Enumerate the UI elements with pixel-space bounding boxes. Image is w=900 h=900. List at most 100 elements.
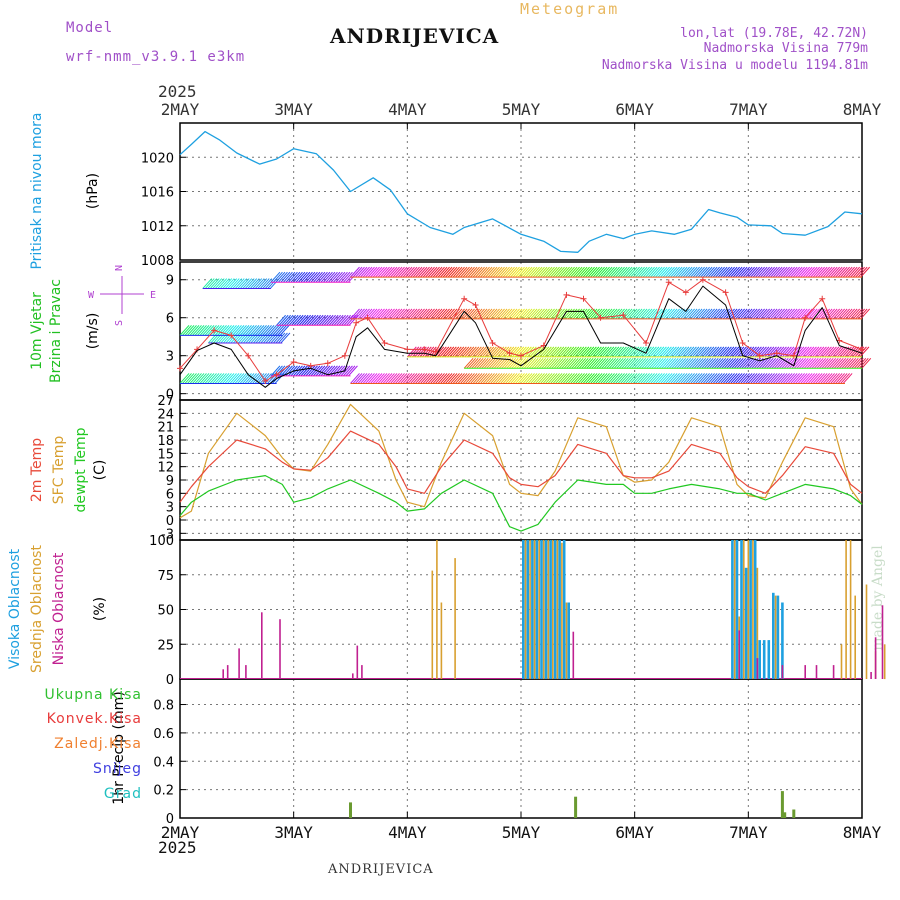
cloud-high-bar bbox=[544, 540, 548, 679]
wind-barb bbox=[660, 266, 670, 278]
wind-barb bbox=[708, 357, 719, 369]
wind-barb bbox=[466, 346, 477, 358]
wind-barb bbox=[627, 308, 638, 320]
wind-barb bbox=[270, 271, 281, 283]
page-title: ANDRIJEVICA bbox=[330, 24, 500, 48]
wind-barb bbox=[715, 308, 725, 320]
wind-barb bbox=[818, 357, 829, 369]
year-bottom: 2025 bbox=[158, 838, 197, 857]
wind-barb bbox=[189, 325, 200, 336]
wind-barb bbox=[736, 357, 747, 369]
x-tick-label-bottom: 5MAY bbox=[502, 823, 541, 842]
wind-barb bbox=[692, 308, 703, 320]
wind-barb bbox=[836, 357, 847, 369]
wind-barb bbox=[685, 266, 695, 278]
wind-barb bbox=[194, 373, 205, 384]
wind-barb bbox=[739, 346, 750, 358]
wind-barb bbox=[679, 346, 690, 358]
wind-barb bbox=[840, 373, 851, 384]
wind-barb bbox=[385, 373, 395, 384]
cloud-high-label: Visoka Oblacnost bbox=[7, 548, 23, 669]
wind-barb bbox=[664, 346, 675, 358]
wind-barb bbox=[612, 308, 623, 320]
wind-barb bbox=[497, 266, 508, 278]
wind-barb bbox=[773, 357, 784, 369]
wind-barb bbox=[752, 346, 762, 358]
wind-barb bbox=[735, 308, 745, 320]
wind-barb bbox=[821, 357, 832, 369]
pressure-unit-label: (hPa) bbox=[85, 173, 101, 209]
wind-barb bbox=[665, 266, 675, 278]
wind-barb bbox=[239, 278, 250, 289]
wind-barb bbox=[411, 346, 422, 358]
wind-barb bbox=[716, 357, 727, 369]
wind-barb bbox=[786, 357, 797, 369]
wind-barb bbox=[622, 266, 633, 278]
wind-barb bbox=[262, 278, 273, 289]
wind-barb bbox=[463, 357, 474, 369]
wind-barb bbox=[328, 271, 338, 283]
wind-barb bbox=[400, 266, 410, 278]
wind-barb bbox=[194, 325, 205, 336]
wind-barb bbox=[617, 266, 628, 278]
wind-barb bbox=[382, 373, 393, 384]
wind-barb bbox=[647, 266, 658, 278]
wind-barb bbox=[298, 365, 308, 377]
wind-barb bbox=[536, 346, 547, 358]
x-tick-label-top: 4MAY bbox=[388, 100, 427, 119]
cloud-low-bar bbox=[738, 630, 740, 679]
wind-barb bbox=[390, 373, 400, 384]
wind-barb bbox=[615, 266, 625, 278]
wind-barb bbox=[799, 346, 810, 358]
wind-barb bbox=[700, 373, 710, 384]
wind-barb bbox=[692, 346, 702, 358]
wind-barb bbox=[655, 373, 665, 384]
wind-barb bbox=[400, 308, 410, 320]
cloud-mid-bar bbox=[883, 644, 886, 680]
cloud-mid-bar bbox=[440, 602, 443, 679]
wind-gust-marker bbox=[211, 327, 218, 334]
wind-barb bbox=[257, 325, 267, 336]
wind-barb bbox=[491, 357, 502, 369]
wind-barb bbox=[362, 308, 373, 320]
cloud-mid-bar bbox=[849, 540, 852, 679]
cloud-mid-bar bbox=[547, 540, 550, 679]
dewpt-line bbox=[179, 475, 863, 532]
pressure-label: Pritisak na nivou mora bbox=[29, 112, 45, 269]
wind-barb bbox=[838, 357, 849, 369]
wind-barb bbox=[515, 373, 525, 384]
wind-barb bbox=[464, 346, 475, 358]
wind-barb bbox=[832, 373, 843, 384]
wind-barb bbox=[744, 346, 755, 358]
wind-barb bbox=[764, 346, 775, 358]
cloud-mid-bar bbox=[524, 540, 527, 679]
wind-barb bbox=[595, 308, 605, 320]
wind-barb bbox=[782, 266, 793, 278]
wind-barb bbox=[437, 266, 448, 278]
wind-barb bbox=[835, 266, 846, 278]
wind-barb bbox=[575, 266, 585, 278]
wind-barb bbox=[589, 346, 600, 358]
wind-barb bbox=[762, 373, 773, 384]
wind-barb bbox=[485, 373, 495, 384]
temp-unit-label: (C) bbox=[92, 460, 108, 481]
wind-barb bbox=[698, 357, 709, 369]
wind-gust-marker bbox=[819, 295, 826, 302]
wind-barb bbox=[490, 373, 500, 384]
wind-barb bbox=[585, 266, 595, 278]
wind-barb bbox=[252, 373, 262, 384]
wind-barb bbox=[535, 308, 545, 320]
year-top: 2025 bbox=[158, 82, 197, 101]
wind-barb bbox=[827, 266, 838, 278]
wind-barb bbox=[653, 357, 664, 369]
wind-barb bbox=[480, 373, 490, 384]
wind-barb bbox=[707, 346, 717, 358]
wind-barb bbox=[752, 308, 763, 320]
wind-barb bbox=[387, 308, 398, 320]
wind-barb bbox=[610, 266, 620, 278]
wind-barb bbox=[234, 373, 245, 384]
wind-barb bbox=[781, 357, 792, 369]
wind-gust-marker bbox=[756, 352, 763, 359]
cloud-mid-bar bbox=[431, 570, 434, 679]
wind-barb bbox=[252, 325, 262, 336]
